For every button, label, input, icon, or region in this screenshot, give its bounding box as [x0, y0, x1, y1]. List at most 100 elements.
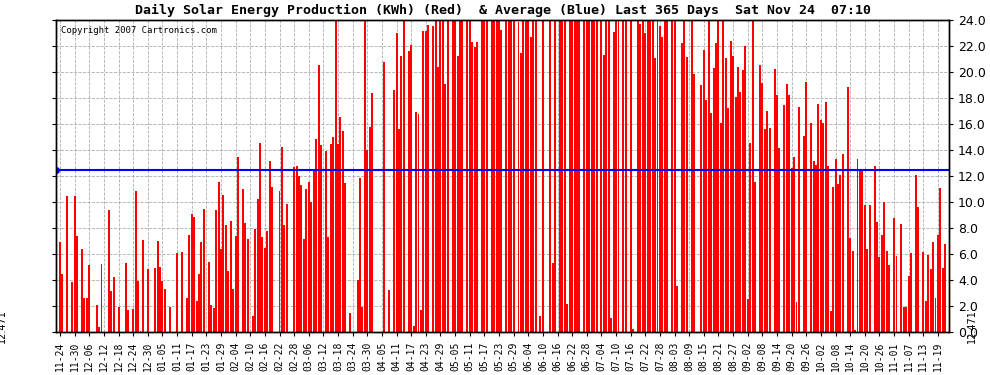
Bar: [442, 15, 444, 332]
Bar: [625, 15, 627, 332]
Bar: [476, 42, 478, 332]
Bar: [866, 249, 868, 332]
Bar: [383, 62, 385, 332]
Bar: [461, 15, 463, 332]
Bar: [561, 15, 563, 332]
Bar: [686, 57, 688, 332]
Bar: [83, 298, 85, 332]
Bar: [849, 238, 851, 332]
Bar: [637, 15, 639, 332]
Bar: [883, 202, 885, 332]
Bar: [415, 112, 417, 332]
Bar: [308, 183, 310, 332]
Bar: [673, 15, 675, 332]
Bar: [66, 196, 68, 332]
Bar: [420, 310, 422, 332]
Bar: [213, 308, 215, 332]
Bar: [618, 15, 620, 332]
Bar: [98, 327, 100, 332]
Bar: [659, 27, 661, 332]
Bar: [730, 41, 732, 332]
Bar: [728, 108, 730, 332]
Bar: [76, 236, 78, 332]
Bar: [498, 15, 500, 332]
Bar: [523, 15, 525, 332]
Bar: [168, 307, 170, 332]
Bar: [859, 170, 861, 332]
Bar: [876, 222, 878, 332]
Bar: [908, 276, 910, 332]
Text: 12.471: 12.471: [0, 309, 7, 343]
Bar: [720, 123, 722, 332]
Bar: [230, 221, 232, 332]
Bar: [551, 262, 553, 332]
Bar: [425, 32, 427, 332]
Bar: [128, 310, 130, 332]
Bar: [723, 15, 725, 332]
Bar: [159, 267, 161, 332]
Bar: [225, 225, 227, 332]
Bar: [549, 15, 551, 332]
Bar: [108, 210, 110, 332]
Bar: [508, 15, 510, 332]
Bar: [603, 55, 605, 332]
Bar: [608, 15, 610, 332]
Bar: [742, 70, 743, 332]
Bar: [366, 150, 368, 332]
Bar: [59, 242, 61, 332]
Bar: [446, 15, 448, 332]
Bar: [296, 166, 298, 332]
Bar: [828, 166, 830, 332]
Bar: [408, 51, 410, 332]
Bar: [530, 37, 532, 332]
Bar: [820, 120, 822, 332]
Bar: [188, 235, 190, 332]
Bar: [210, 305, 212, 332]
Bar: [788, 95, 790, 332]
Bar: [328, 237, 330, 332]
Bar: [73, 196, 75, 332]
Bar: [535, 15, 537, 332]
Bar: [751, 15, 753, 332]
Bar: [737, 68, 739, 332]
Bar: [571, 15, 573, 332]
Bar: [513, 15, 515, 332]
Bar: [893, 218, 895, 332]
Bar: [798, 106, 800, 332]
Bar: [701, 85, 702, 332]
Bar: [133, 309, 135, 332]
Bar: [142, 240, 144, 332]
Bar: [335, 19, 337, 332]
Bar: [810, 123, 812, 332]
Bar: [110, 291, 112, 332]
Bar: [746, 298, 748, 332]
Bar: [254, 229, 256, 332]
Bar: [671, 15, 673, 332]
Bar: [754, 182, 756, 332]
Bar: [186, 298, 188, 332]
Bar: [630, 15, 632, 332]
Bar: [803, 135, 805, 332]
Bar: [644, 33, 646, 332]
Bar: [778, 148, 780, 332]
Bar: [259, 143, 261, 332]
Bar: [944, 244, 946, 332]
Bar: [451, 15, 453, 332]
Bar: [251, 316, 253, 332]
Bar: [759, 65, 761, 332]
Bar: [705, 100, 707, 332]
Bar: [61, 274, 63, 332]
Bar: [196, 301, 198, 332]
Bar: [918, 207, 920, 332]
Bar: [473, 47, 475, 332]
Bar: [337, 144, 339, 332]
Bar: [588, 15, 590, 332]
Bar: [740, 92, 742, 332]
Bar: [718, 15, 720, 332]
Bar: [825, 102, 827, 332]
Bar: [433, 26, 435, 332]
Bar: [493, 15, 495, 332]
Bar: [501, 30, 502, 332]
Bar: [564, 15, 566, 332]
Bar: [418, 114, 420, 332]
